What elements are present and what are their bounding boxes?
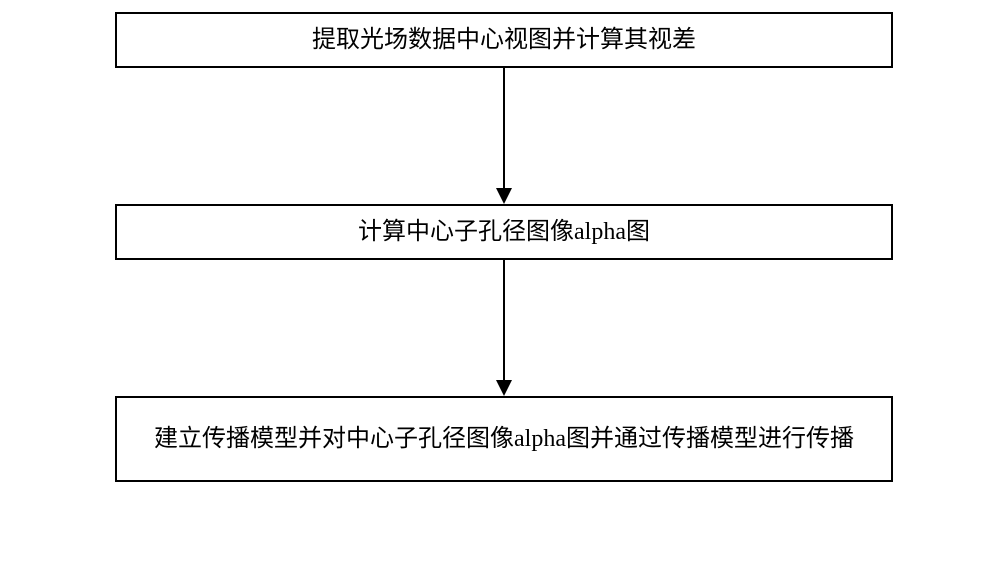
step-2-text: 计算中心子孔径图像alpha图 bbox=[358, 214, 650, 250]
arrow-1-head bbox=[496, 188, 512, 204]
flowchart-step-3: 建立传播模型并对中心子孔径图像alpha图并通过传播模型进行传播 bbox=[115, 396, 893, 482]
step-1-text: 提取光场数据中心视图并计算其视差 bbox=[312, 22, 696, 58]
arrow-1-line bbox=[503, 68, 505, 188]
arrow-2 bbox=[496, 260, 512, 396]
flowchart-step-2: 计算中心子孔径图像alpha图 bbox=[115, 204, 893, 260]
arrow-2-line bbox=[503, 260, 505, 380]
flowchart-container: 提取光场数据中心视图并计算其视差 计算中心子孔径图像alpha图 建立传播模型并… bbox=[115, 12, 893, 482]
step-3-text: 建立传播模型并对中心子孔径图像alpha图并通过传播模型进行传播 bbox=[154, 421, 854, 457]
arrow-1 bbox=[496, 68, 512, 204]
arrow-2-head bbox=[496, 380, 512, 396]
flowchart-step-1: 提取光场数据中心视图并计算其视差 bbox=[115, 12, 893, 68]
